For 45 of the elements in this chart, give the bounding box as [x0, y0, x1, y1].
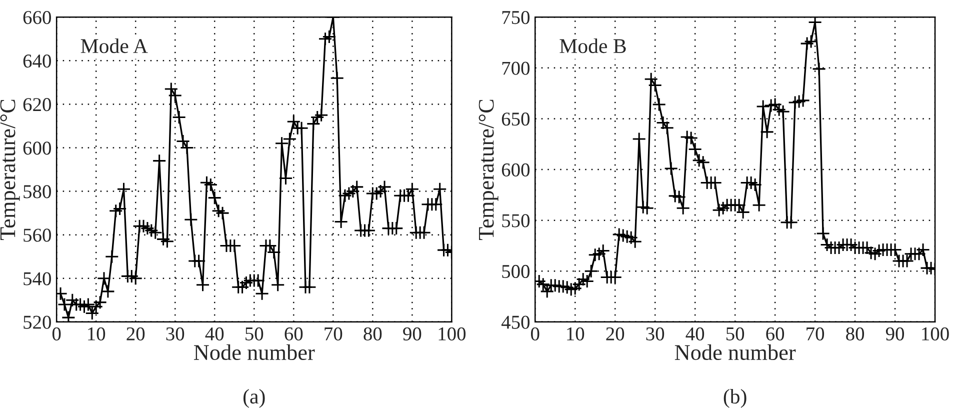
y-tick-label: 620 — [23, 98, 51, 112]
x-tick-label: 100 — [922, 327, 949, 340]
annotation: Mode B — [560, 38, 626, 54]
y-axis-title: Temperature/°C — [0, 100, 20, 240]
y-tick-label: 600 — [502, 163, 530, 176]
x-tick-label: 0 — [52, 327, 61, 340]
y-tick-label: 650 — [502, 112, 530, 126]
y-tick-label: 640 — [23, 54, 51, 68]
y-tick-label: 450 — [501, 316, 530, 329]
x-tick-label: 80 — [364, 327, 382, 340]
x-tick-label: 60 — [284, 327, 303, 340]
x-tick-label: 30 — [166, 327, 184, 340]
y-tick-label: 550 — [502, 214, 530, 228]
y-tick-label: 520 — [24, 316, 51, 329]
x-tick-label: 60 — [766, 327, 784, 340]
x-tick-label: 20 — [606, 327, 624, 340]
x-tick-label: 10 — [88, 327, 106, 340]
y-tick-label: 560 — [24, 228, 51, 242]
x-tick-label: 100 — [438, 327, 466, 340]
x-tick-label: 90 — [886, 327, 904, 340]
y-tick-label: 600 — [23, 142, 51, 155]
y-tick-label: 580 — [24, 185, 51, 198]
x-tick-label: 50 — [726, 327, 744, 340]
text: (a) — [243, 388, 265, 408]
x-tick-label: 0 — [531, 327, 540, 340]
x-tick-label: 90 — [403, 327, 422, 340]
x-tick-label: 40 — [686, 327, 704, 340]
x-axis-title: Node number — [674, 344, 796, 360]
y-tick-label: 700 — [502, 62, 530, 75]
x-axis-title: Node number — [194, 344, 315, 360]
y-tick-label: 660 — [23, 10, 51, 24]
annotation: Mode A — [80, 38, 148, 54]
y-tick-label: 540 — [24, 272, 51, 286]
y-tick-label: 750 — [502, 10, 530, 24]
x-tick-label: 20 — [126, 327, 145, 340]
x-tick-label: 80 — [846, 327, 864, 340]
x-tick-label: 10 — [567, 327, 584, 340]
text: (b) — [724, 388, 746, 408]
x-tick-label: 70 — [806, 327, 824, 340]
y-axis-title: Temperature/°C — [478, 100, 498, 240]
x-tick-label: 50 — [246, 327, 264, 340]
x-tick-label: 40 — [205, 327, 224, 340]
x-tick-label: 70 — [324, 327, 342, 340]
x-tick-label: 30 — [646, 327, 664, 340]
y-tick-label: 500 — [502, 264, 530, 278]
